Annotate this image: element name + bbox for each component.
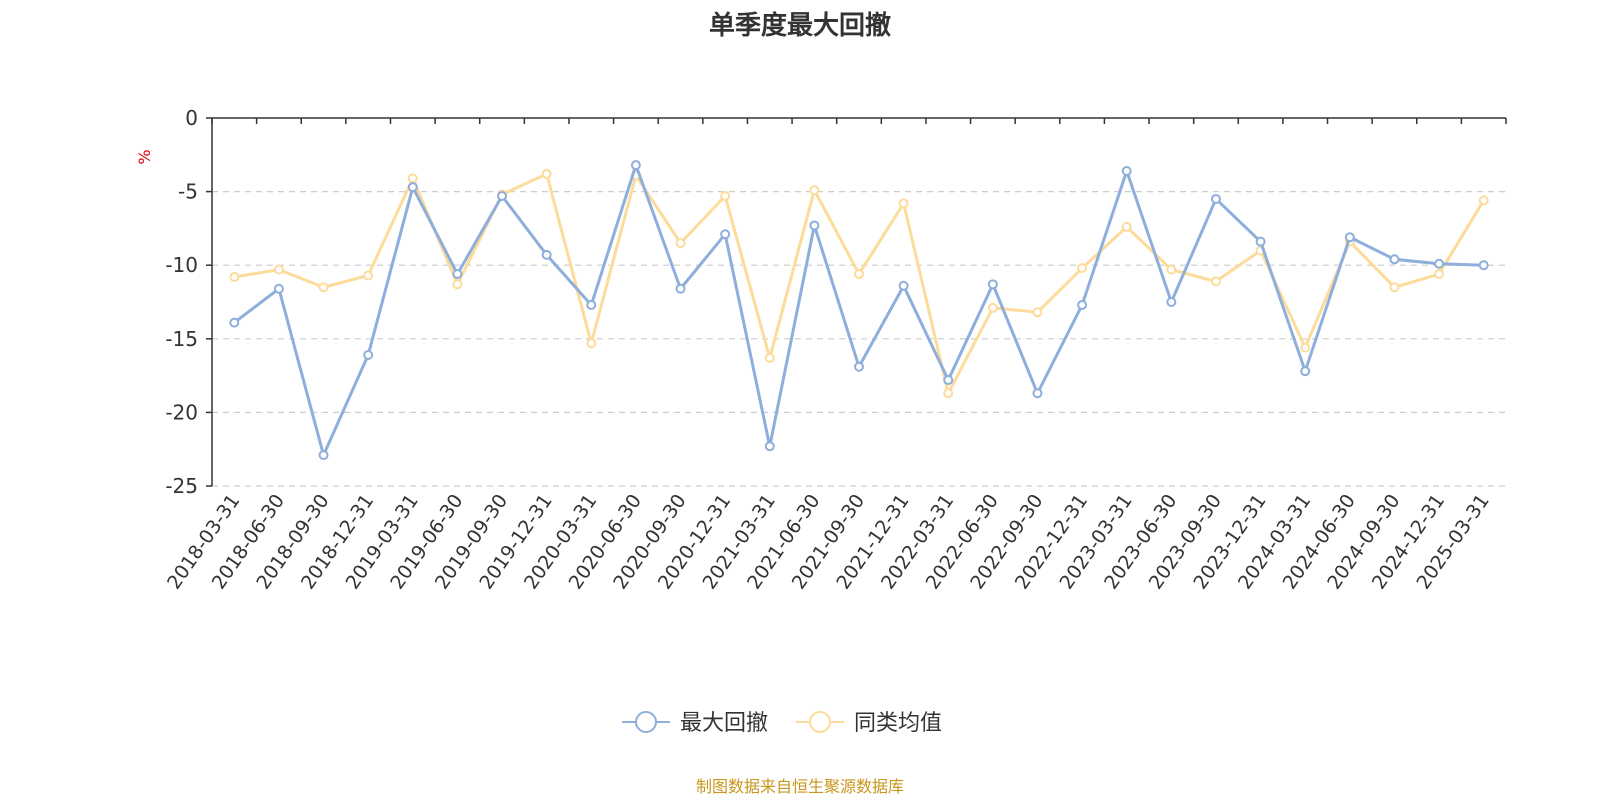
legend-item[interactable]: 最大回撤 — [622, 711, 768, 736]
data-point[interactable] — [1032, 388, 1043, 399]
data-point[interactable] — [943, 388, 954, 399]
y-tick-labels: 0 -5 -10 -15 -20 -25 — [165, 106, 198, 498]
data-point[interactable] — [987, 279, 998, 290]
data-point[interactable] — [541, 249, 552, 260]
y-tick-label: -25 — [165, 474, 198, 498]
data-point[interactable] — [1344, 232, 1355, 243]
y-tick-label: -15 — [165, 327, 198, 351]
y-axis-unit: % — [135, 149, 154, 164]
axes — [206, 117, 1507, 487]
data-point[interactable] — [273, 264, 284, 275]
legend[interactable]: 最大回撤 同类均值 — [622, 711, 942, 736]
data-point[interactable] — [363, 270, 374, 281]
data-point[interactable] — [898, 198, 909, 209]
data-point[interactable] — [452, 269, 463, 280]
data-point[interactable] — [1434, 269, 1445, 280]
data-point[interactable] — [1166, 297, 1177, 307]
data-point[interactable] — [1077, 263, 1088, 274]
data-point[interactable] — [809, 220, 820, 231]
series-0 — [229, 160, 1489, 461]
series — [229, 160, 1489, 461]
data-point[interactable] — [720, 191, 731, 202]
data-point[interactable] — [854, 361, 864, 372]
data-point[interactable] — [630, 160, 641, 171]
series-line — [233, 163, 1484, 457]
data-point[interactable] — [452, 279, 463, 290]
source-note: 制图数据来自恒生聚源数据库 — [696, 777, 904, 796]
data-point[interactable] — [363, 349, 374, 360]
data-point[interactable] — [1434, 258, 1445, 269]
data-point[interactable] — [1121, 165, 1132, 176]
data-point[interactable] — [854, 269, 864, 280]
y-tick-label: 0 — [185, 106, 198, 130]
data-point[interactable] — [898, 280, 909, 291]
x-tick-labels: 2018-03-312018-06-302018-09-302018-12-31… — [163, 490, 1494, 593]
data-point[interactable] — [1300, 342, 1311, 353]
legend-label: 同类均值 — [854, 711, 942, 736]
data-point[interactable] — [764, 352, 775, 363]
data-point[interactable] — [1255, 236, 1266, 247]
data-point[interactable] — [675, 283, 686, 294]
data-point[interactable] — [586, 299, 597, 310]
data-point[interactable] — [675, 238, 686, 249]
data-point[interactable] — [1121, 221, 1132, 232]
data-point[interactable] — [1389, 282, 1400, 293]
data-point[interactable] — [1210, 276, 1221, 287]
y-tick-label: -5 — [178, 180, 198, 204]
data-point[interactable] — [987, 302, 998, 313]
data-point[interactable] — [1210, 193, 1221, 204]
data-point[interactable] — [586, 338, 597, 349]
y-tick-label: -10 — [165, 253, 198, 277]
data-point[interactable] — [541, 168, 552, 179]
legend-label: 最大回撤 — [680, 711, 768, 736]
data-point[interactable] — [1300, 366, 1311, 377]
y-tick-label: -20 — [165, 400, 198, 424]
data-point[interactable] — [407, 173, 418, 184]
legend-marker-icon — [635, 711, 657, 733]
grid — [212, 191, 1506, 487]
data-point[interactable] — [764, 441, 775, 452]
data-point[interactable] — [229, 271, 240, 282]
data-point[interactable] — [318, 450, 329, 461]
data-point[interactable] — [497, 191, 508, 202]
legend-marker-icon — [809, 711, 831, 733]
data-point[interactable] — [809, 185, 820, 196]
data-point[interactable] — [943, 375, 954, 386]
data-point[interactable] — [273, 283, 284, 294]
data-point[interactable] — [1032, 307, 1043, 318]
data-point[interactable] — [229, 317, 240, 328]
data-point[interactable] — [407, 182, 418, 193]
data-point[interactable] — [1478, 195, 1489, 206]
data-point[interactable] — [720, 229, 731, 240]
data-point[interactable] — [1166, 264, 1177, 275]
data-point[interactable] — [318, 282, 329, 293]
data-point[interactable] — [1389, 254, 1400, 265]
data-point[interactable] — [1478, 260, 1489, 271]
data-point[interactable] — [1077, 299, 1088, 310]
legend-item[interactable]: 同类均值 — [796, 711, 942, 736]
chart-title: 单季度最大回撤 — [709, 10, 891, 41]
